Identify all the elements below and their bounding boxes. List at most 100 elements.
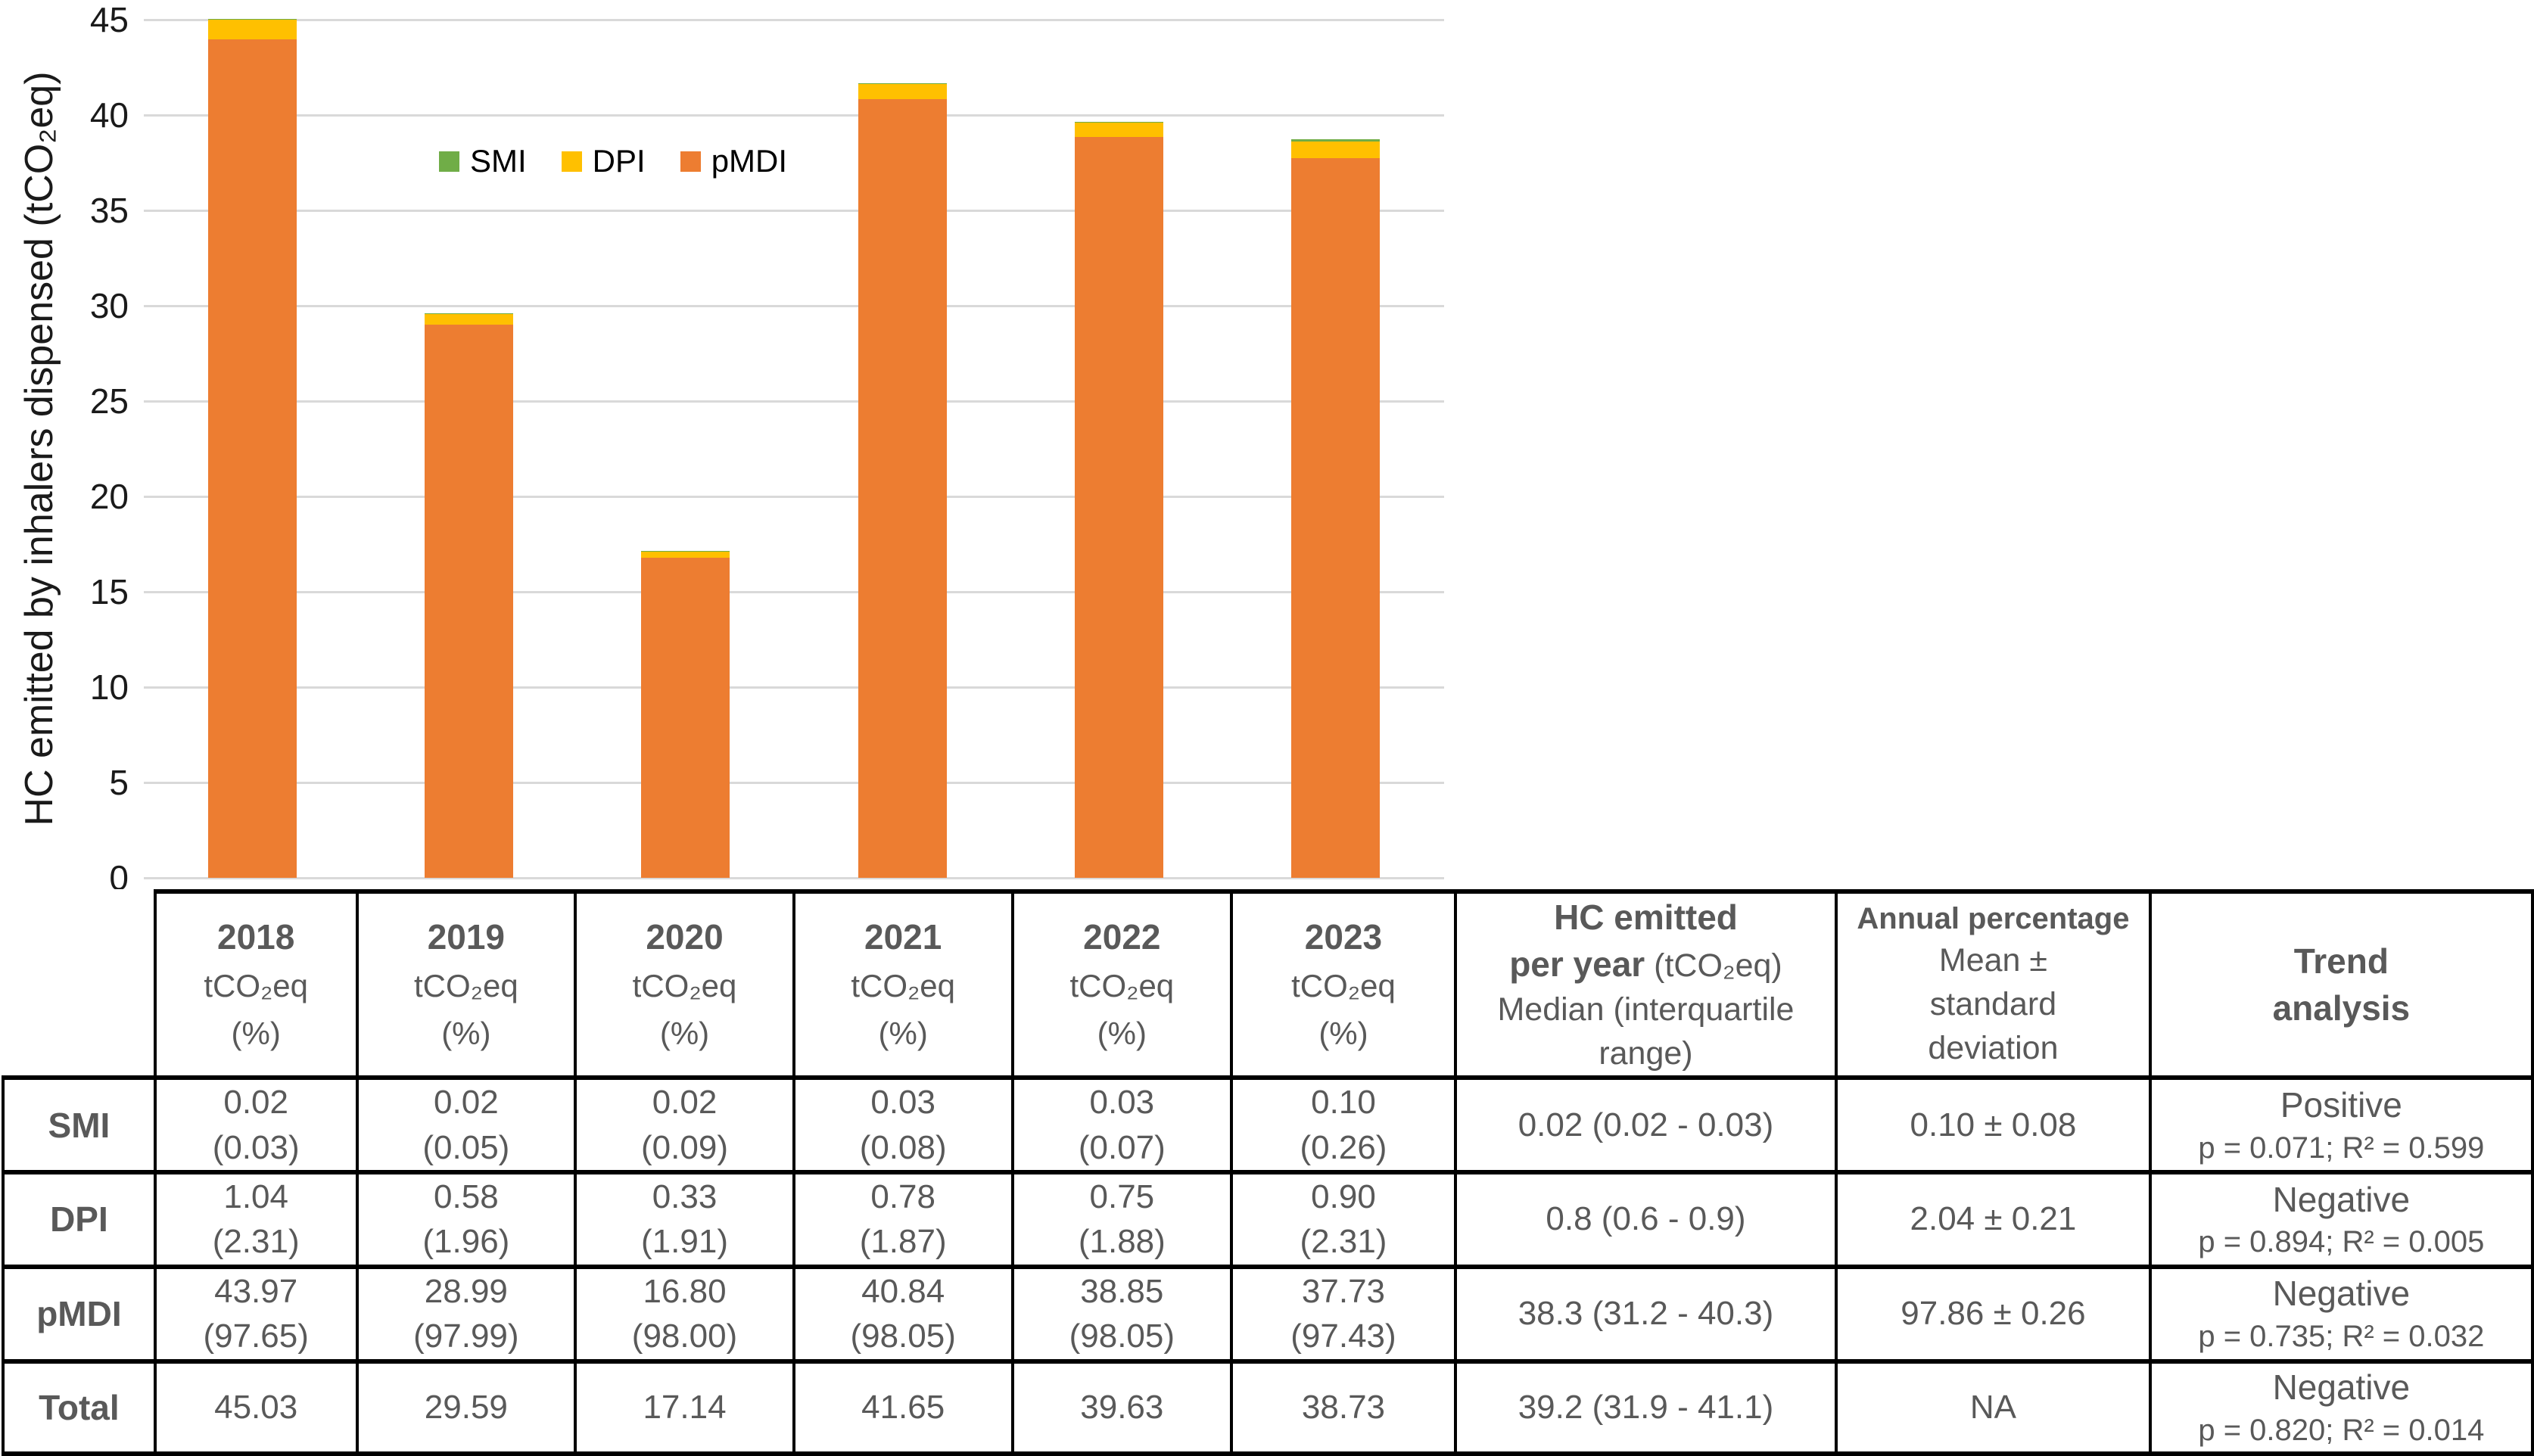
pct-label: (%): [878, 1016, 928, 1052]
cell: 0.58 (1.96): [355, 1170, 577, 1269]
pct-label: (%): [659, 1016, 710, 1052]
year-label: 2023: [1304, 916, 1383, 957]
cell: 0.02 (0.05): [355, 1075, 577, 1175]
hc-emitted-label: HC emitted: [1554, 898, 1738, 937]
bar-2019-dpi: [425, 313, 513, 325]
year-label: 2020: [646, 916, 724, 957]
y-tick-label: 30: [89, 286, 129, 325]
range-label: range): [1599, 1035, 1693, 1072]
bar-2022-smi: [1075, 122, 1163, 123]
unit-label: tCO₂eq: [851, 968, 956, 1004]
year-label: 2022: [1083, 916, 1161, 957]
y-tick-label: 10: [89, 667, 129, 707]
y-tick-label: 35: [89, 191, 129, 230]
summary-table: 2018 tCO₂eq (%) 2019 tCO₂eq (%) 2020 tCO…: [2, 888, 2534, 1456]
y-tick-label: 15: [89, 572, 129, 611]
analysis-label: analysis: [2272, 988, 2411, 1028]
annual-cell: 0.10 ± 0.08: [1835, 1075, 2152, 1175]
row-label-dpi: DPI: [2, 1170, 157, 1269]
gridline: [144, 495, 1444, 498]
per-year-label: per year (tCO₂eq): [1509, 944, 1782, 985]
header-2023: 2023 tCO₂eq (%): [1230, 888, 1457, 1081]
bar-2023-smi: [1291, 139, 1381, 142]
unit-label: tCO₂eq: [414, 968, 518, 1004]
row-label-smi: SMI: [2, 1075, 157, 1175]
bar-2020-smi: [641, 550, 730, 552]
cell: 43.97 (97.65): [153, 1264, 359, 1364]
bar-2020-dpi: [641, 551, 730, 558]
smi-swatch-icon: [439, 151, 459, 172]
trend-cell: Negative p = 0.735; R² = 0.032: [2148, 1264, 2534, 1364]
median-cell: 39.2 (31.9 - 41.1): [1453, 1358, 1838, 1456]
cell: 0.78 (1.87): [792, 1170, 1014, 1269]
cell: 1.04 (2.31): [153, 1170, 359, 1269]
bar-2019-smi: [425, 313, 513, 314]
header-2021: 2021 tCO₂eq (%): [792, 888, 1014, 1081]
cell: 28.99 (97.99): [355, 1264, 577, 1364]
cell: 17.14: [574, 1358, 795, 1456]
cell: 37.73 (97.43): [1230, 1264, 1457, 1364]
pct-label: (%): [231, 1016, 281, 1052]
cell: 0.33 (1.91): [574, 1170, 795, 1269]
gridline: [144, 400, 1444, 403]
cell: 39.63: [1010, 1358, 1234, 1456]
header-hc-per-year: HC emitted per year (tCO₂eq) Median (int…: [1453, 888, 1838, 1081]
y-tick-label: 40: [89, 95, 129, 135]
bar-2019-pmdi: [425, 325, 513, 878]
pct-label: (%): [1097, 1016, 1147, 1052]
cell: 38.85 (98.05): [1010, 1264, 1234, 1364]
annual-cell: 2.04 ± 0.21: [1835, 1170, 2152, 1269]
unit-label: tCO₂eq: [1069, 968, 1175, 1004]
cell: 0.75 (1.88): [1010, 1170, 1234, 1269]
bar-2018-dpi: [207, 19, 297, 39]
y-axis-title: HC emitted by inhalers dispensed (tCO₂eq…: [17, 71, 61, 826]
gridline: [144, 876, 1444, 879]
cell: 38.73: [1230, 1358, 1457, 1456]
standard-label: standard: [1929, 986, 2057, 1023]
legend-item-dpi: DPI: [561, 143, 646, 179]
header-2019: 2019 tCO₂eq (%): [355, 888, 577, 1081]
year-label: 2019: [427, 916, 506, 957]
bar-2023-dpi: [1291, 141, 1381, 159]
cell: 29.59: [355, 1358, 577, 1456]
y-tick-label: 45: [89, 0, 129, 39]
annual-cell: NA: [1835, 1358, 2152, 1456]
bar-2020-pmdi: [641, 557, 730, 878]
header-2022: 2022 tCO₂eq (%): [1010, 888, 1234, 1081]
bar-2023-pmdi: [1291, 158, 1381, 878]
median-cell: 0.8 (0.6 - 0.9): [1453, 1170, 1838, 1269]
pct-label: (%): [441, 1016, 491, 1052]
table-row-dpi: DPI 1.04 (2.31) 0.58 (1.96) 0.33 (1.91) 0.7…: [2, 1170, 2534, 1269]
gridline: [144, 686, 1444, 689]
bar-2021-dpi: [858, 84, 947, 99]
gridline: [144, 304, 1444, 307]
header-blank-cell: [3, 891, 157, 1081]
bar-2021-pmdi: [858, 98, 947, 878]
header-trend-analysis: Trend analysis: [2148, 888, 2534, 1081]
cell: 45.03: [153, 1358, 359, 1456]
cell: 0.02 (0.09): [574, 1075, 795, 1175]
header-annual-percentage: Annual percentage Mean ± standard deviat…: [1835, 888, 2152, 1081]
cell: 0.03 (0.07): [1010, 1075, 1234, 1175]
bar-2022-pmdi: [1075, 136, 1163, 878]
dpi-swatch-icon: [561, 151, 582, 172]
cell: 0.90 (2.31): [1230, 1170, 1457, 1269]
bar-2018-pmdi: [207, 39, 297, 878]
cell: 0.03 (0.08): [792, 1075, 1014, 1175]
trend-cell: Negative p = 0.894; R² = 0.005: [2148, 1170, 2534, 1269]
trend-cell: Positive p = 0.071; R² = 0.599: [2148, 1075, 2534, 1175]
trend-cell: Negative p = 0.820; R² = 0.014: [2148, 1358, 2534, 1456]
cell: 41.65: [792, 1358, 1014, 1456]
legend-item-smi: SMI: [439, 143, 527, 179]
unit-label: tCO₂eq: [632, 968, 737, 1004]
unit-label: tCO₂eq: [204, 968, 309, 1004]
cell: 0.10 (0.26): [1230, 1075, 1457, 1175]
bar-2022-dpi: [1075, 123, 1163, 137]
legend-item-pmdi: pMDI: [680, 143, 787, 179]
trend-label: Trend: [2293, 941, 2389, 982]
legend-label-smi: SMI: [470, 143, 527, 179]
chart-legend: SMI DPI pMDI: [439, 141, 822, 182]
header-2020: 2020 tCO₂eq (%): [574, 888, 795, 1081]
median-cell: 38.3 (31.2 - 40.3): [1453, 1264, 1838, 1364]
